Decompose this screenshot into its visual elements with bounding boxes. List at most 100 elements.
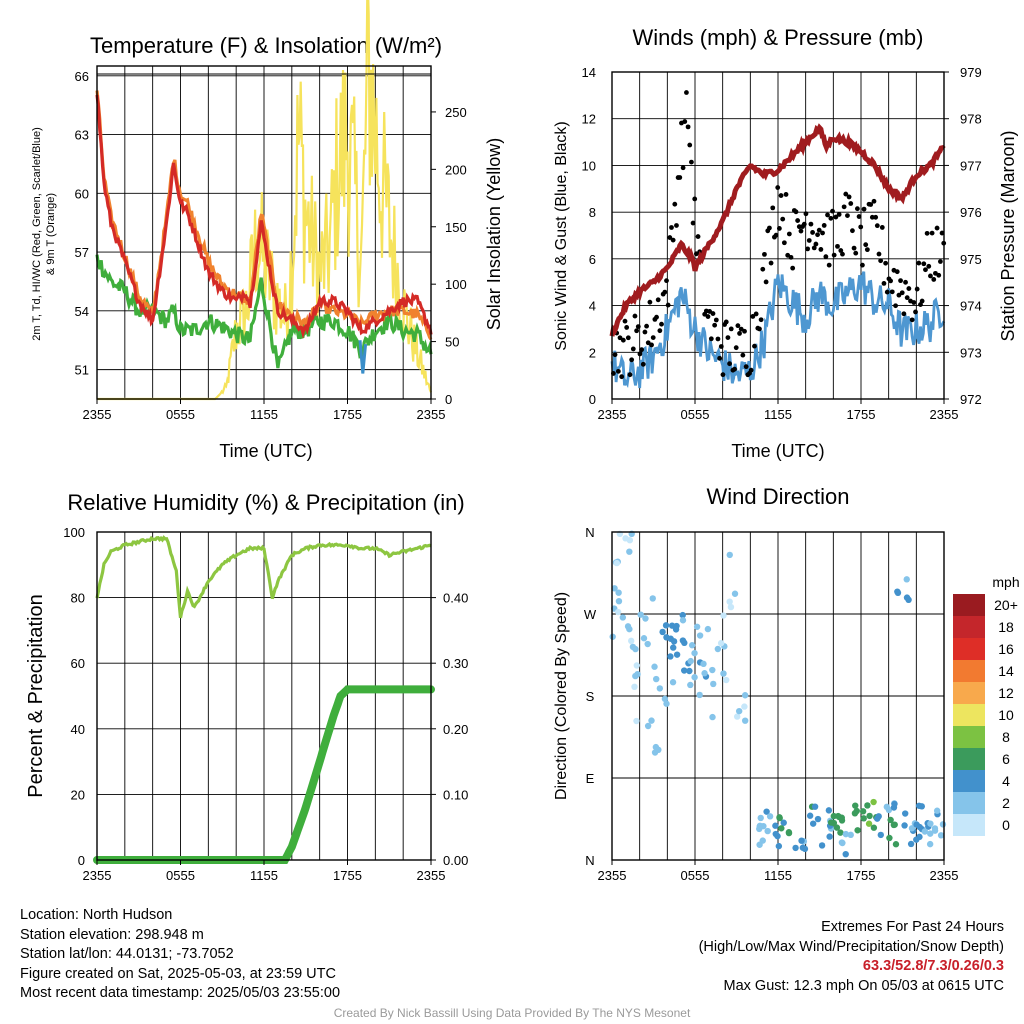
gust-point bbox=[750, 314, 756, 319]
gust-point bbox=[775, 185, 781, 190]
temp-xtick-label: 0555 bbox=[166, 407, 195, 422]
gust-point bbox=[669, 225, 674, 230]
gust-point bbox=[758, 317, 764, 323]
rh-xtick-label: 1755 bbox=[333, 868, 362, 883]
wdir-point bbox=[637, 611, 644, 618]
gust-point bbox=[913, 309, 918, 315]
wdir-point bbox=[656, 685, 664, 692]
wdir-point bbox=[696, 691, 703, 699]
wdir-point bbox=[696, 632, 704, 639]
wdir-point bbox=[792, 844, 799, 852]
wdir-point bbox=[653, 675, 660, 683]
wdir-point bbox=[764, 827, 771, 835]
wdir-point bbox=[851, 810, 859, 817]
wdir-point bbox=[672, 626, 680, 633]
gust-point bbox=[654, 314, 659, 320]
gust-point bbox=[778, 193, 784, 198]
winds-title: Winds (mph) & Pressure (mb) bbox=[633, 25, 924, 50]
wdir-point bbox=[908, 825, 916, 832]
temp-ytick-label: 66 bbox=[75, 69, 89, 84]
dewpoint-line bbox=[95, 254, 433, 369]
gust-point bbox=[899, 290, 905, 296]
wdir-xtick-label: 1755 bbox=[847, 868, 876, 883]
gust-point bbox=[848, 201, 854, 206]
gust-point bbox=[664, 278, 669, 284]
gust-point bbox=[874, 223, 880, 229]
colorbar-swatch bbox=[953, 682, 985, 704]
station-latlon: Station lat/lon: 44.0131; -73.7052 bbox=[20, 946, 234, 962]
wdir-point bbox=[735, 707, 743, 715]
wdir-point bbox=[687, 657, 694, 665]
gust-point bbox=[840, 251, 845, 257]
figure-svg: Temperature (F) & Insolation (W/m²) 51 54 5… bbox=[25, 0, 1020, 883]
gust-point bbox=[728, 326, 734, 332]
gust-point bbox=[855, 206, 860, 212]
gust-point bbox=[823, 254, 829, 260]
temp-ytick-label: 63 bbox=[75, 128, 89, 143]
wdir-point bbox=[693, 623, 701, 630]
gust-point bbox=[735, 323, 741, 329]
temp-2m-line bbox=[95, 94, 433, 339]
wdir-point bbox=[726, 551, 733, 559]
wdir-points bbox=[609, 530, 947, 858]
wdir-point bbox=[709, 713, 716, 721]
gust-point bbox=[642, 329, 648, 335]
wdir-point bbox=[626, 548, 633, 555]
gust-point bbox=[770, 205, 776, 211]
wdir-point bbox=[631, 683, 638, 691]
wdir-point bbox=[622, 535, 629, 542]
gust-point bbox=[737, 331, 742, 336]
rh-y2tick-label: 0.20 bbox=[443, 722, 468, 737]
temp-panel: Temperature (F) & Insolation (W/m²) 51 54 5… bbox=[31, 0, 504, 461]
gust-point bbox=[619, 374, 625, 380]
colorbar-swatch bbox=[953, 704, 985, 726]
gust-point bbox=[896, 292, 902, 298]
gust-point bbox=[685, 124, 691, 130]
wdir-ytick-label: N bbox=[585, 853, 594, 868]
gust-point bbox=[617, 335, 623, 341]
colorbar-label: 8 bbox=[1002, 729, 1010, 745]
gust-point bbox=[798, 228, 804, 234]
gust-point bbox=[883, 260, 889, 266]
wdir-point bbox=[615, 589, 622, 596]
winds-xlabel: Time (UTC) bbox=[731, 441, 824, 461]
station-elevation: Station elevation: 298.948 m bbox=[20, 926, 204, 943]
wdir-point bbox=[655, 746, 662, 754]
gust-point bbox=[781, 240, 787, 246]
colorbar-label: 18 bbox=[998, 619, 1014, 635]
max-gust: Max Gust: 12.3 mph On 05/03 at 0615 UTC bbox=[723, 977, 1004, 994]
winds-xtick-label: 2355 bbox=[930, 407, 959, 422]
gust-point bbox=[622, 318, 628, 324]
gust-point bbox=[924, 230, 930, 236]
winds-ytick-label: 2 bbox=[589, 345, 596, 360]
winds-ytick-label: 10 bbox=[582, 158, 596, 173]
wdir-point bbox=[700, 660, 707, 668]
wdir-point bbox=[649, 595, 656, 602]
winds-y2tick-label: 972 bbox=[960, 392, 982, 407]
wdir-point bbox=[688, 642, 696, 649]
gust-point bbox=[627, 372, 633, 378]
gust-point bbox=[873, 214, 879, 220]
wdir-point bbox=[763, 808, 770, 815]
gust-point bbox=[921, 261, 927, 267]
gust-point bbox=[805, 246, 811, 252]
wdir-point bbox=[890, 804, 898, 811]
gust-point bbox=[773, 232, 779, 238]
wdir-ytick-label: N bbox=[585, 525, 594, 540]
colorbar-swatch bbox=[953, 748, 985, 770]
gust-point bbox=[828, 215, 834, 221]
gust-point bbox=[793, 209, 799, 215]
wdir-point bbox=[663, 700, 670, 707]
wdir-point bbox=[902, 810, 909, 817]
gust-point bbox=[836, 212, 842, 217]
wdir-point bbox=[933, 807, 941, 814]
winds-y2tick-label: 973 bbox=[960, 345, 982, 360]
station-location: Location: North Hudson bbox=[20, 907, 173, 923]
gust-point bbox=[630, 346, 636, 352]
gust-point bbox=[662, 289, 668, 295]
wdir-point bbox=[870, 824, 878, 831]
winds-ytick-label: 0 bbox=[589, 392, 596, 407]
gust-point bbox=[710, 311, 716, 316]
wdir-point bbox=[905, 596, 912, 604]
temp-xtick-label: 1755 bbox=[333, 407, 362, 422]
